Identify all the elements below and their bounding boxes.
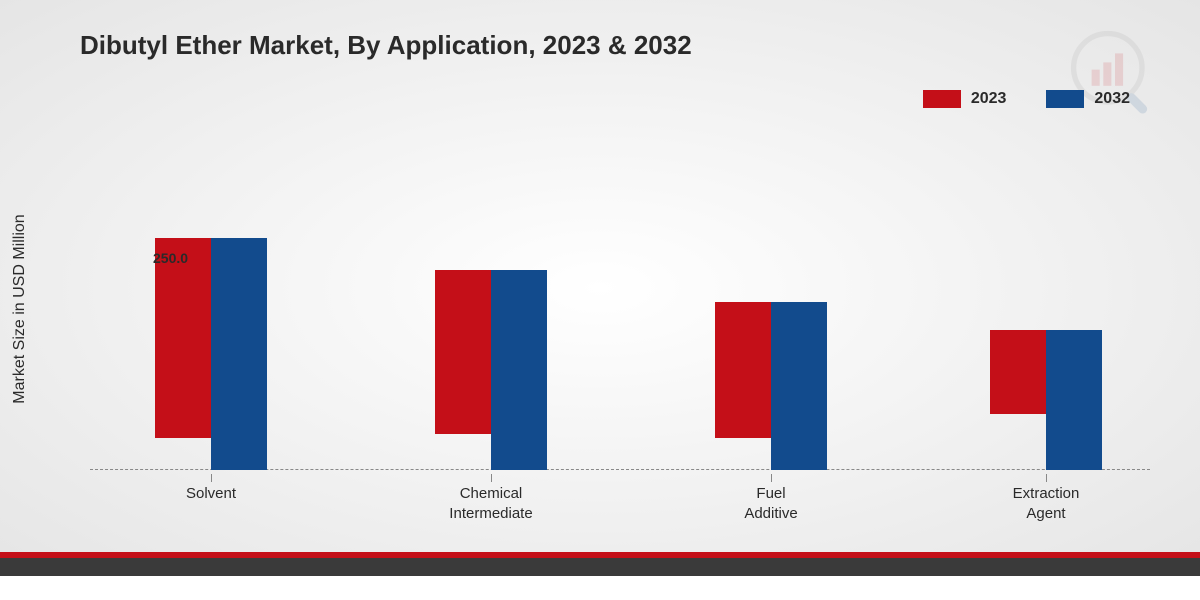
bar [771,302,827,470]
x-tick [211,474,212,482]
bar [715,302,771,438]
x-tick [1046,474,1047,482]
bar [990,330,1046,414]
legend-swatch-2032 [1046,90,1084,108]
bar [491,270,547,470]
chart-container: Dibutyl Ether Market, By Application, 20… [0,0,1200,576]
x-axis-labels: Solvent Chemical Intermediate Fuel Additiv… [90,470,1150,530]
x-axis-label: Solvent [186,484,236,504]
bar [155,238,211,438]
x-axis-label: Chemical Intermediate [449,484,532,523]
bar [211,238,267,470]
legend-swatch-2023 [923,90,961,108]
bar-group [435,270,547,470]
legend: 2023 2032 [923,90,1130,108]
bar [435,270,491,434]
legend-label-2032: 2032 [1094,90,1130,108]
plot-area: 250.0 [90,150,1150,470]
y-axis-label: Market Size in USD Million [11,214,29,403]
chart-title: Dibutyl Ether Market, By Application, 20… [80,30,692,61]
footer-dark-bar [0,558,1200,576]
x-tick [491,474,492,482]
x-tick [771,474,772,482]
legend-item-2032: 2032 [1046,90,1130,108]
bar-group [155,238,267,470]
bar-value-label: 250.0 [153,250,188,266]
bar [1046,330,1102,470]
bar-group [715,302,827,470]
bar-group [990,330,1102,470]
legend-item-2023: 2023 [923,90,1007,108]
x-axis-label: Fuel Additive [744,484,797,523]
x-axis-label: Extraction Agent [1013,484,1080,523]
legend-label-2023: 2023 [971,90,1007,108]
